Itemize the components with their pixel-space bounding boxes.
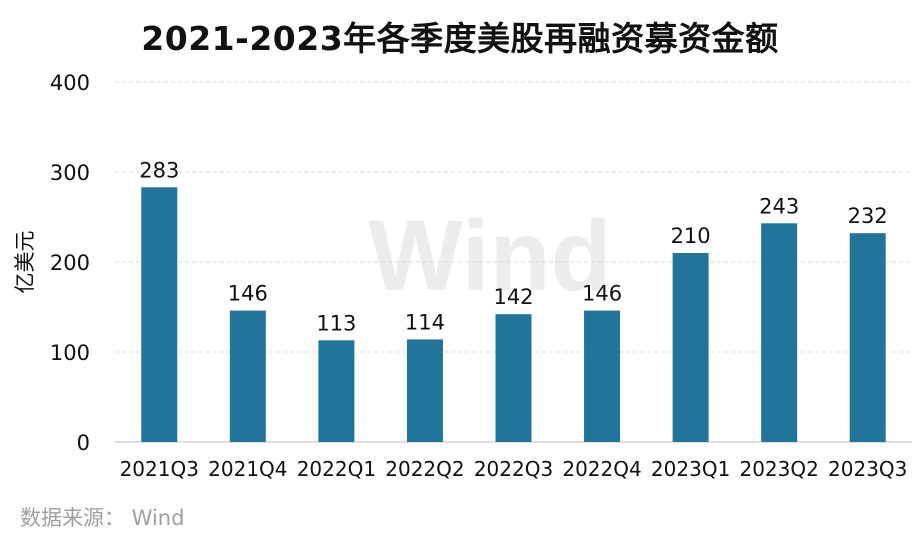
y-tick-label: 0	[77, 431, 90, 455]
y-tick-label: 300	[50, 161, 90, 185]
y-tick-label: 400	[50, 71, 90, 95]
y-axis: 0 100 200 300 400	[50, 71, 90, 455]
bar-2023Q3	[849, 233, 886, 442]
bar-2022Q2	[406, 339, 443, 442]
watermark-logo: Wind	[368, 200, 611, 312]
data-label-2021Q3: 283	[139, 158, 179, 182]
x-tick-label-2022Q3: 2022Q3	[474, 457, 553, 481]
y-tick-label: 100	[50, 341, 90, 365]
bar-2023Q2	[761, 223, 798, 442]
x-tick-label-2021Q4: 2021Q4	[208, 457, 287, 481]
bar-2023Q1	[672, 253, 709, 442]
x-tick-label-2022Q1: 2022Q1	[297, 457, 376, 481]
data-label-2022Q1: 113	[316, 311, 356, 335]
bar-2021Q4	[229, 310, 266, 442]
x-tick-label-2023Q2: 2023Q2	[739, 457, 818, 481]
bar-2022Q3	[495, 314, 532, 442]
data-label-2022Q3: 142	[493, 285, 533, 309]
x-tick-label-2021Q3: 2021Q3	[120, 457, 199, 481]
x-tick-label-2023Q3: 2023Q3	[828, 457, 907, 481]
y-tick-label: 200	[50, 251, 90, 275]
data-label-2022Q2: 114	[405, 310, 445, 334]
data-label-2022Q4: 146	[582, 282, 622, 306]
x-tick-label-2022Q2: 2022Q2	[385, 457, 464, 481]
data-labels: 283 146 113 114 142 146 210 243 232	[139, 158, 888, 335]
data-label-2023Q2: 243	[759, 194, 799, 218]
data-label-2023Q3: 232	[848, 204, 888, 228]
data-label-2021Q4: 146	[228, 282, 268, 306]
source-note: 数据来源： Wind	[20, 506, 185, 530]
x-tick-label-2022Q4: 2022Q4	[562, 457, 641, 481]
x-axis: 2021Q3 2021Q4 2022Q1 2022Q2 2022Q3 2022Q4 2023…	[120, 457, 908, 481]
chart-title: 2021-2023年各季度美股再融资募资金额	[141, 19, 779, 58]
bar-2022Q1	[318, 340, 355, 442]
bars	[141, 187, 886, 442]
y-axis-label: 亿美元	[13, 231, 37, 294]
bar-2022Q4	[584, 310, 621, 442]
x-tick-label-2023Q1: 2023Q1	[651, 457, 730, 481]
bar-2021Q3	[141, 187, 178, 442]
data-label-2023Q1: 210	[671, 224, 711, 248]
